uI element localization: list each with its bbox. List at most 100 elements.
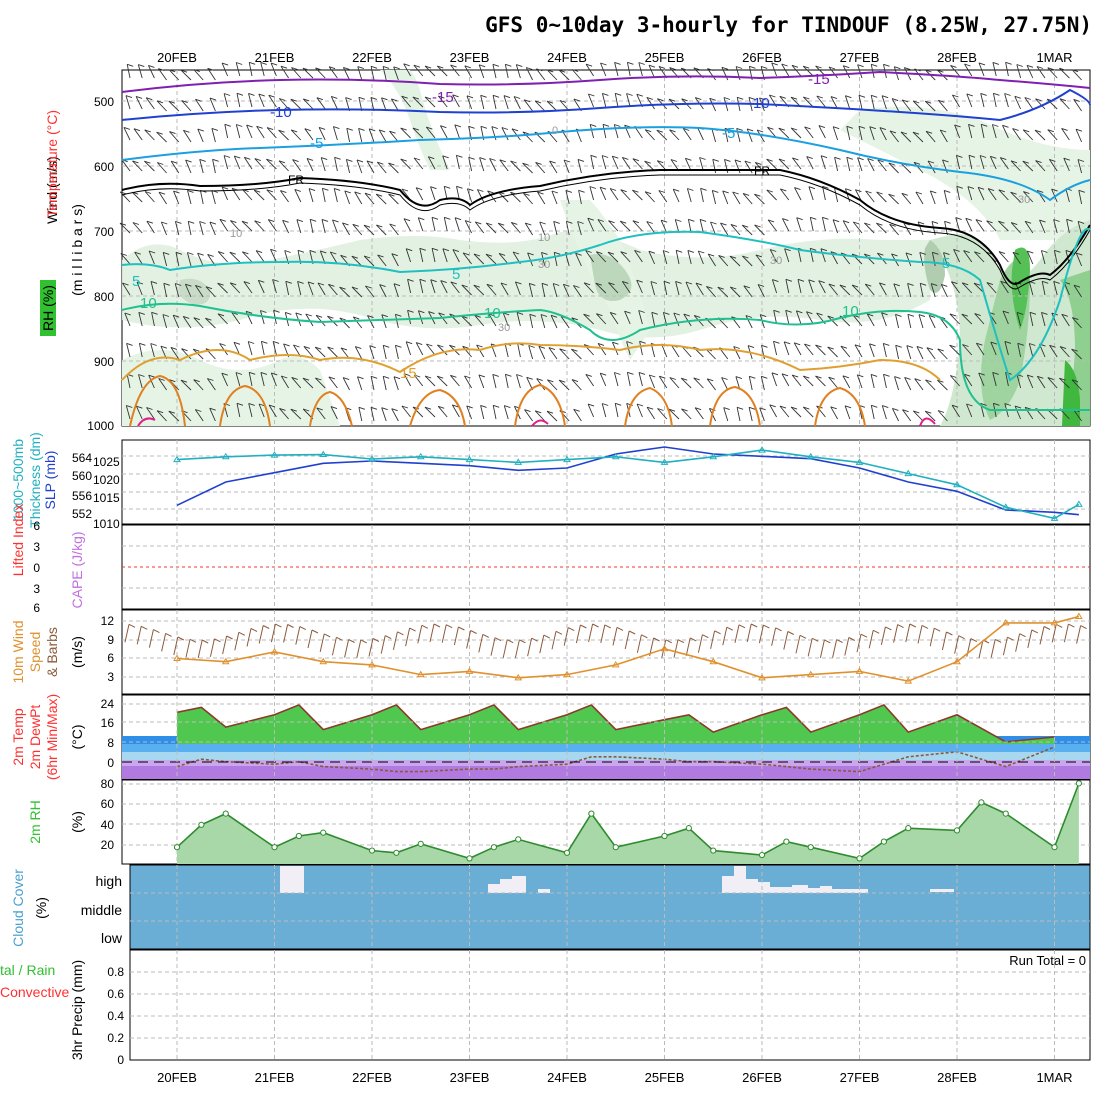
wind-barb-flag (749, 65, 756, 69)
wind-barb (400, 127, 411, 139)
wind-barb-flag (708, 253, 715, 257)
wind-barb-flag (657, 408, 664, 411)
wind10m-barb (990, 639, 996, 658)
wind-barb-flag (1002, 124, 1009, 128)
wind-barb (565, 221, 570, 236)
wind-barb (949, 375, 960, 387)
wind-barb (168, 69, 180, 81)
wind-barb-flag (790, 96, 798, 100)
wind-barb-flag (437, 344, 444, 348)
wind-barb-flag (893, 283, 900, 287)
wind-barb-flag (383, 375, 390, 379)
wind-barb (876, 222, 887, 234)
wind-barb (417, 217, 424, 232)
wind-barb (169, 131, 180, 143)
wind-barb (516, 374, 521, 389)
thickness-point (1001, 503, 1010, 510)
temp-axis-label: Temperature (°C) (44, 110, 60, 218)
wind-barb (757, 284, 765, 298)
wind-barb (760, 376, 765, 391)
wind-barb (828, 66, 838, 79)
wind-barb-flag (846, 125, 853, 129)
wind-barb-flag (452, 94, 459, 98)
wind-barb (138, 374, 143, 389)
wind-barb (671, 344, 680, 358)
wind-barb-flag (381, 97, 388, 101)
wind-barb-flag (590, 123, 597, 127)
wind-barb-flag (120, 253, 127, 256)
rh2m-point (953, 827, 961, 834)
wind10m-barb-flag (189, 638, 197, 643)
wind-barb (511, 128, 521, 141)
wind-barb (1078, 190, 1083, 205)
wind-barb (131, 191, 143, 203)
wind-barb (614, 93, 619, 108)
thickness-point (563, 455, 571, 463)
wind-barb-flag (1071, 348, 1078, 352)
wind-barb (309, 219, 314, 234)
wind-barb-flag (781, 373, 789, 377)
wind-barb (869, 343, 875, 358)
wind-barb (468, 157, 473, 172)
wind-barb-flag (376, 193, 383, 197)
pressure-axis-label: (m i l l i b a r s) (69, 204, 85, 296)
wind-barb-flag (718, 254, 725, 258)
wind-barb-flag (771, 62, 778, 66)
wind-barb (124, 312, 131, 327)
wind-barb (316, 407, 326, 420)
wind-barb (687, 219, 692, 234)
slp-line (176, 446, 1079, 516)
wind-barb-flag (538, 345, 546, 349)
wind-barb-flag (316, 407, 323, 411)
wind-barb-flag (181, 100, 188, 104)
wind-barb (486, 284, 497, 296)
wind-barb (440, 125, 448, 139)
date-label: 25FEB (645, 50, 685, 65)
wind-barb (870, 374, 875, 389)
cloud-level-label: low (101, 930, 123, 946)
wind-barb-flag (912, 131, 920, 135)
wind-barb-flag (475, 221, 482, 225)
wind-barb-flag (990, 341, 997, 345)
wind-barb-flag (656, 129, 663, 133)
wind-barb-flag (827, 346, 834, 350)
wind-barb-flag (754, 224, 761, 228)
wind-barb-flag (1063, 157, 1070, 161)
wind-barb-flag (224, 123, 231, 127)
wind-barb (662, 250, 668, 265)
wind-barb (943, 190, 948, 205)
wind-barb-flag (925, 100, 932, 104)
wind-barb-flag (602, 123, 610, 127)
wind-barb (184, 284, 192, 298)
wind-barb-flag (978, 62, 986, 66)
wind-barb (968, 124, 973, 139)
wind-barb (400, 158, 411, 170)
wind-barb (278, 160, 289, 172)
wind-barb (342, 377, 350, 391)
wind-barb-flag (651, 311, 658, 315)
wind-barb-flag (156, 100, 164, 104)
wind-barb-flag (132, 160, 139, 164)
ytick-label: 12 (101, 614, 115, 628)
wind-barb (697, 250, 704, 265)
wind-barb-flag (270, 62, 278, 66)
wind-barb (1023, 191, 1034, 203)
wind-barb-flag (406, 341, 413, 345)
wind-barb (834, 157, 839, 172)
wind-barb (854, 344, 863, 358)
wind-barb-flag (894, 376, 901, 380)
wind10m-barb-flag (641, 634, 648, 639)
wind-barb (126, 374, 131, 389)
wind-barb (648, 65, 656, 79)
wind-barb-flag (415, 187, 423, 191)
wind-barb-flag (1059, 346, 1067, 350)
wind-barb-flag (937, 69, 944, 73)
wind-barb (1010, 191, 1021, 203)
wind-barb-flag (572, 69, 579, 72)
wind-barb-flag (205, 317, 212, 321)
wind-barb (891, 408, 900, 422)
wind10m-barb-flag (445, 624, 453, 629)
wind-barb-flag (925, 130, 933, 134)
wind-barb (1016, 312, 1022, 327)
wind-barb (877, 159, 887, 172)
